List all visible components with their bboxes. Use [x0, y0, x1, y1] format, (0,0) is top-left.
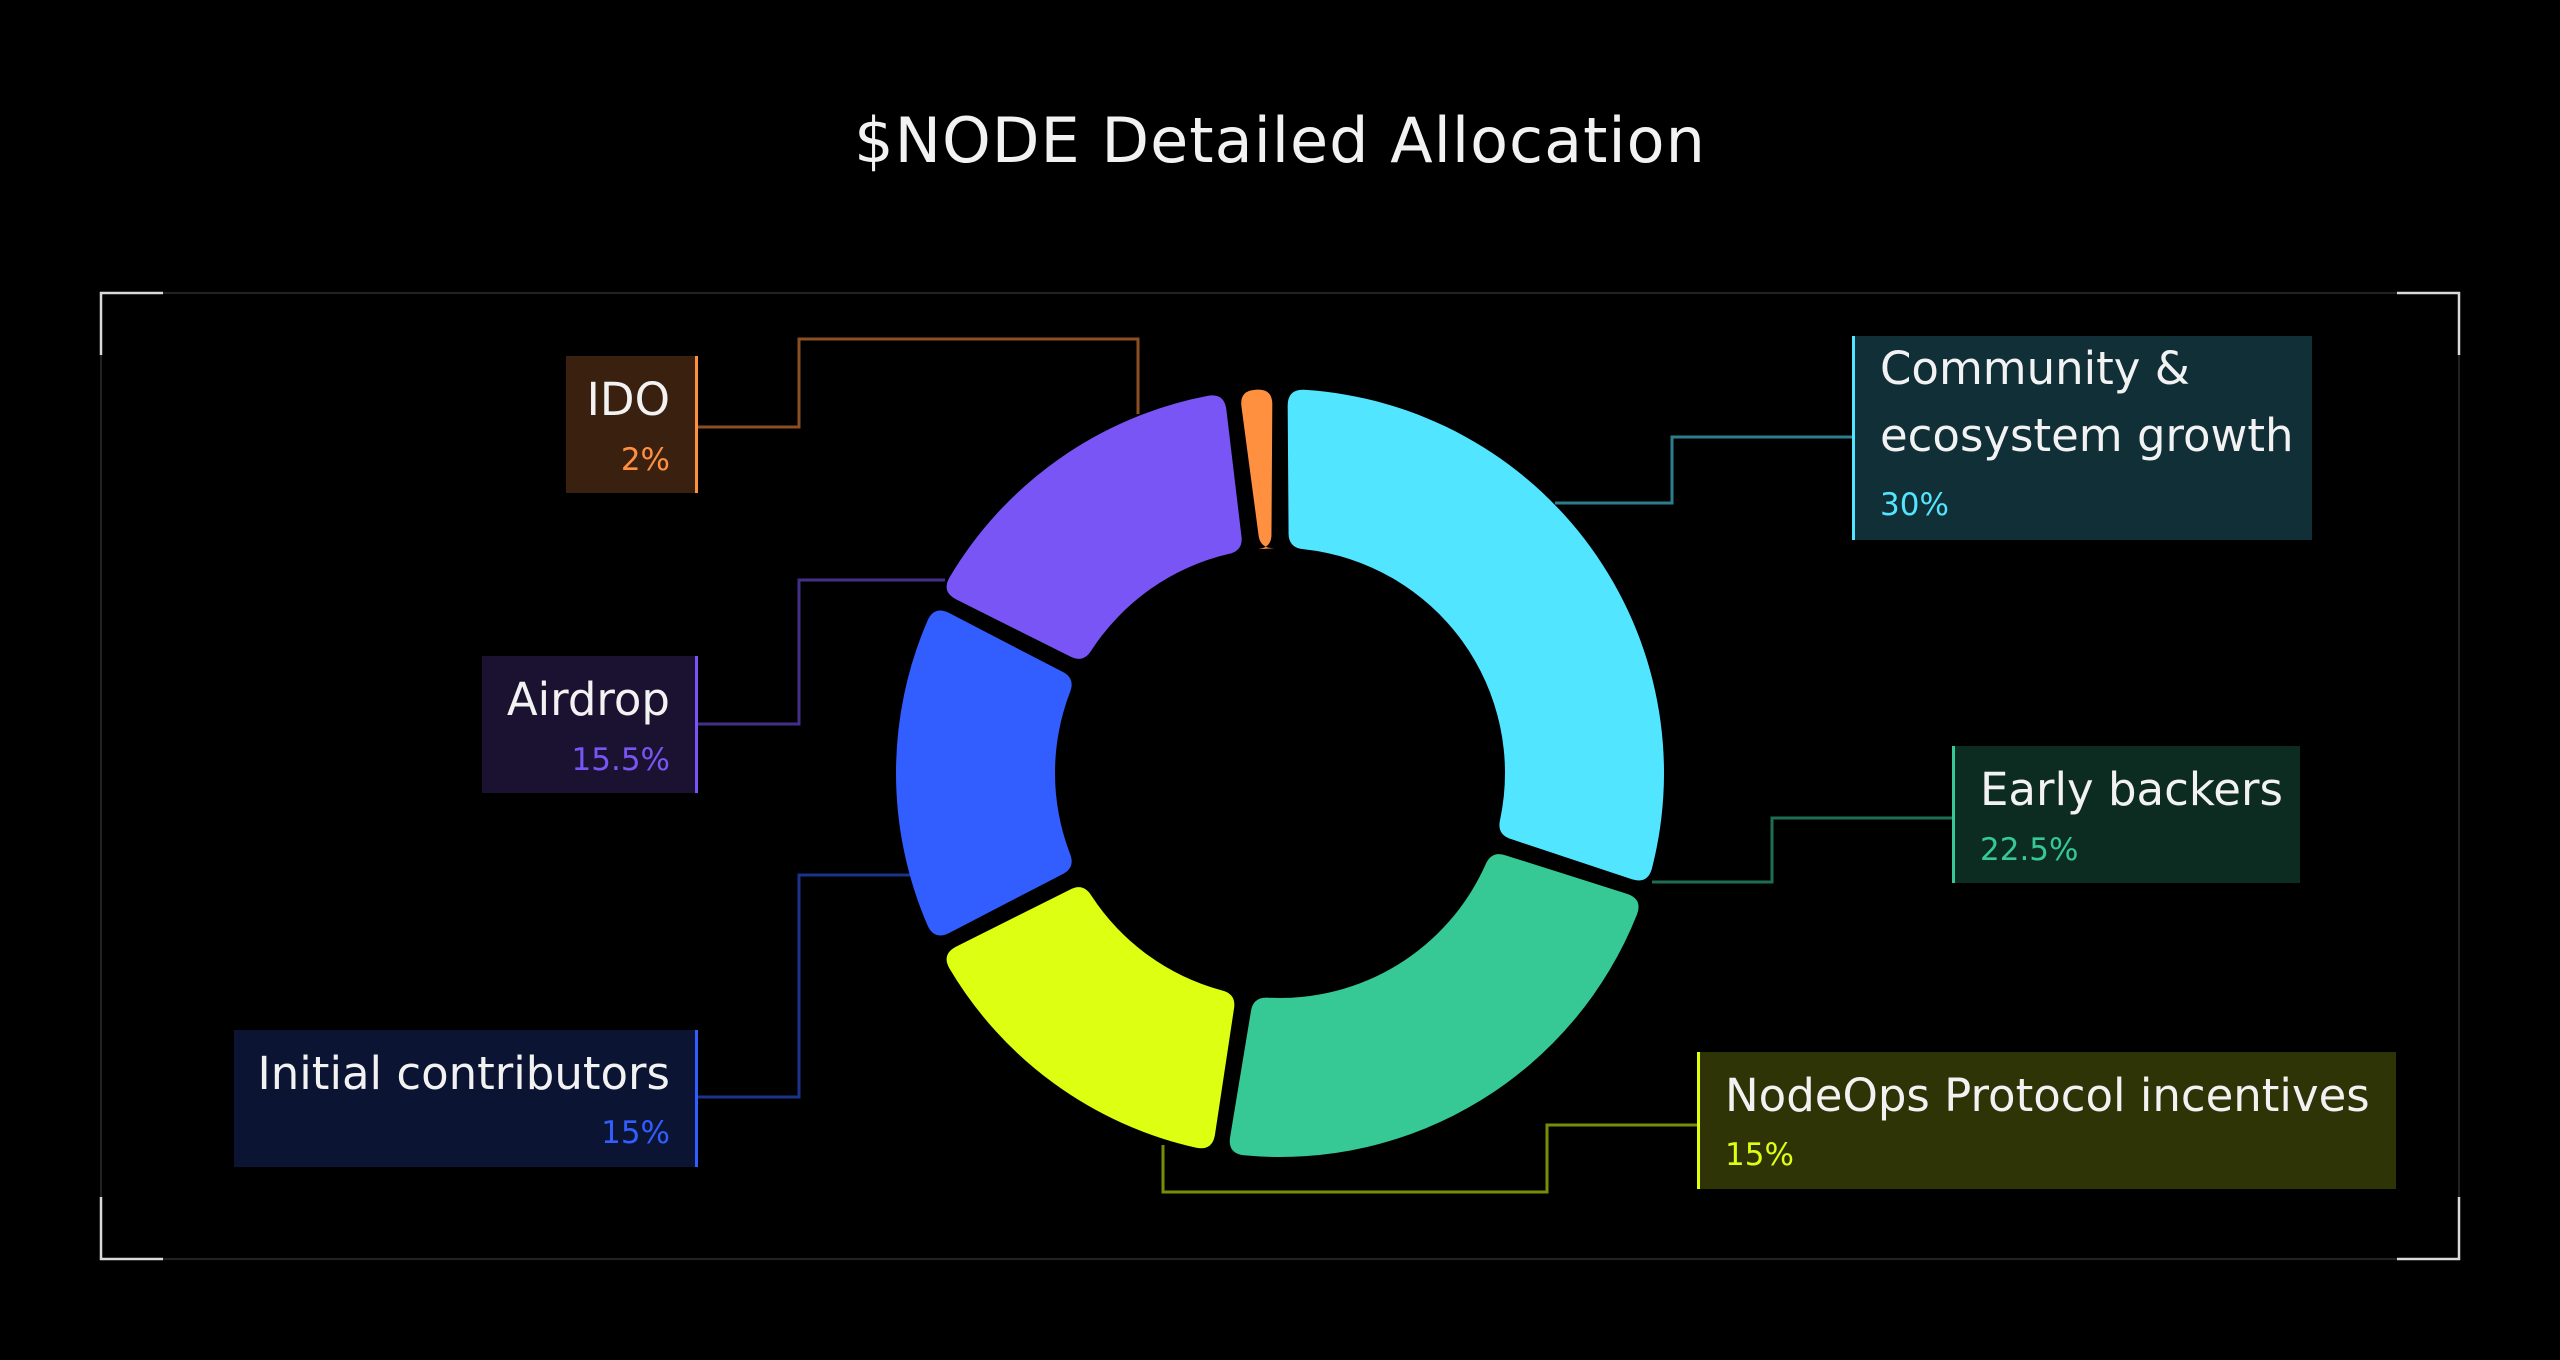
label-value-0: 30%	[1880, 487, 1949, 523]
label-0: Community & ecosystem growth 30%	[1852, 336, 2312, 540]
slice-3	[895, 610, 1072, 936]
label-accent-0	[1852, 336, 1855, 540]
label-value-4: 15.5%	[572, 742, 670, 778]
connector-1	[1652, 816, 1952, 884]
label-3: Initial contributors 15%	[234, 1030, 698, 1167]
label-box-5	[566, 356, 698, 493]
label-accent-2	[1697, 1052, 1700, 1189]
frame-border	[100, 292, 2460, 1260]
slice-labels: Community & ecosystem growth 30% Early back…	[234, 336, 2396, 1189]
slice-0	[1287, 389, 1664, 881]
label-name-1-0: Early backers	[1980, 763, 2283, 816]
label-name-0-0: Community &	[1880, 342, 2190, 395]
slice-2	[946, 887, 1235, 1149]
label-value-5: 2%	[621, 442, 670, 478]
slice-4	[946, 395, 1242, 659]
donut-slices	[895, 389, 1664, 1157]
label-box-0	[1852, 336, 2312, 540]
label-name-0-1: ecosystem growth	[1880, 409, 2294, 462]
label-name-5-0: IDO	[587, 373, 670, 426]
label-box-1	[1952, 746, 2300, 883]
label-5: IDO 2%	[566, 356, 698, 493]
label-4: Airdrop 15.5%	[482, 656, 698, 793]
label-name-2-0: NodeOps Protocol incentives	[1725, 1069, 2370, 1122]
label-value-2: 15%	[1725, 1137, 1794, 1173]
label-box-2	[1697, 1052, 2396, 1189]
label-value-1: 22.5%	[1980, 832, 2078, 868]
label-name-3-0: Initial contributors	[258, 1047, 670, 1100]
label-accent-1	[1952, 746, 1955, 883]
connector-5	[698, 337, 1140, 429]
label-accent-4	[695, 656, 698, 793]
label-2: NodeOps Protocol incentives 15%	[1697, 1052, 2396, 1189]
frame-corner-1	[2397, 291, 2461, 355]
chart-frame	[99, 291, 2461, 1261]
connector-lines	[698, 337, 1952, 1194]
label-1: Early backers 22.5%	[1952, 746, 2300, 883]
frame-corner-2	[99, 1197, 163, 1261]
label-box-4	[482, 656, 698, 793]
label-value-3: 15%	[601, 1115, 670, 1151]
label-accent-5	[695, 356, 698, 493]
label-box-3	[234, 1030, 698, 1167]
connector-3	[698, 873, 910, 1099]
label-name-4-0: Airdrop	[507, 673, 670, 726]
connector-2	[1161, 1123, 1697, 1194]
frame-corner-0	[99, 291, 163, 355]
label-accent-3	[695, 1030, 698, 1167]
chart-title: $NODE Detailed Allocation	[854, 104, 1706, 177]
slice-5	[1241, 389, 1275, 550]
connector-4	[698, 578, 945, 726]
frame-corner-3	[2397, 1197, 2461, 1261]
slice-1	[1229, 854, 1639, 1157]
connector-0	[1555, 435, 1852, 505]
